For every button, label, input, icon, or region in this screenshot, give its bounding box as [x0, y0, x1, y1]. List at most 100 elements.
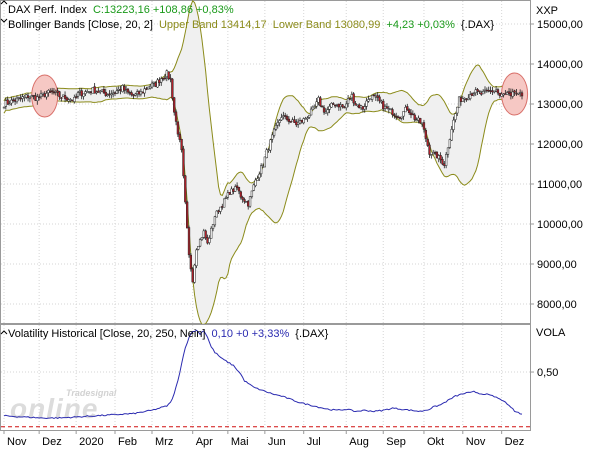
price-tick-label: 12000,00 [537, 139, 583, 151]
candle [169, 74, 172, 83]
candle [402, 111, 405, 120]
candle [63, 91, 67, 103]
legend-vola-values: 0,10 +0 +3,33% [212, 328, 290, 340]
candle [228, 192, 231, 195]
candle [400, 116, 403, 121]
candle [382, 98, 385, 112]
tradesignal-watermark: Tradesignal online [10, 388, 117, 424]
candle [167, 71, 170, 81]
candle [369, 98, 372, 101]
candle [50, 87, 54, 95]
candle [287, 116, 291, 125]
candle [256, 175, 259, 181]
time-tick-label: Okt [427, 436, 444, 448]
candle [241, 195, 244, 203]
candle [309, 106, 313, 116]
price-tick-label: 9000,00 [537, 259, 577, 271]
candle [219, 206, 222, 215]
price-tick-label: 10000,00 [537, 219, 583, 231]
candle [99, 90, 102, 95]
candle [191, 267, 194, 283]
candle [520, 90, 524, 100]
candle [513, 89, 516, 97]
candle [93, 82, 96, 94]
candle [352, 92, 355, 107]
candle [385, 103, 389, 109]
candle [123, 83, 126, 94]
candle [147, 86, 150, 90]
candle [452, 116, 455, 133]
candle [472, 91, 476, 97]
candle [38, 94, 41, 101]
candle [243, 197, 246, 204]
candle [208, 235, 211, 245]
candle [75, 93, 78, 99]
candle [493, 90, 496, 94]
candle [511, 88, 514, 99]
price-tick-label: 13000,00 [537, 99, 583, 111]
candle [156, 78, 159, 89]
candle [224, 195, 228, 200]
candle [313, 104, 316, 109]
candle [80, 88, 83, 100]
candle [184, 175, 187, 205]
candle [226, 189, 229, 200]
legend-dax-values: C:13223,16 +108,86 +0,83% [93, 4, 234, 16]
candle [445, 152, 448, 169]
candle [271, 132, 274, 143]
candle [265, 147, 268, 159]
time-tick-label: 2020 [79, 436, 103, 448]
candle [419, 117, 422, 124]
candle [354, 101, 357, 106]
candle [289, 121, 292, 123]
legend-dax-name: DAX Perf. Index [8, 4, 87, 16]
time-tick-label: Jul [307, 436, 321, 448]
candle [365, 97, 368, 110]
candle [26, 92, 30, 102]
candle [274, 122, 278, 131]
price-axis: 8000,00 9000,00 10000,00 11000,00 12000,00 13… [530, 19, 583, 311]
candle [378, 94, 381, 104]
candle [130, 90, 133, 97]
volatility-line [3, 329, 523, 420]
candle [478, 90, 481, 95]
candle [197, 246, 200, 251]
candle [482, 89, 485, 95]
candle [210, 226, 213, 239]
candle [187, 225, 191, 258]
candle [45, 90, 48, 100]
candle [457, 96, 461, 108]
price-candles [2, 69, 524, 284]
candle [326, 106, 329, 116]
candle [200, 237, 204, 241]
price-tick-label: 14000,00 [537, 59, 583, 71]
candle [250, 190, 254, 199]
candle [6, 96, 9, 105]
candle [106, 93, 109, 97]
volatility-tick-label: 0,50 [537, 367, 558, 379]
candle [306, 116, 309, 122]
time-tick-label: Sep [386, 436, 406, 448]
candle [393, 112, 396, 119]
candle [422, 119, 426, 133]
time-tick-label: Jun [268, 436, 286, 448]
volatility-panel[interactable]: Tradesignal online 0,50 VOLA Volatility … [0, 324, 567, 431]
candle [60, 97, 63, 102]
time-tick-label: Nov [466, 436, 486, 448]
price-tick-label: 11000,00 [537, 179, 582, 191]
candle [269, 138, 272, 153]
candle [424, 127, 427, 142]
price-tick-label: 8000,00 [537, 299, 577, 311]
candle [104, 88, 107, 97]
legend-corner-icon [0, 0, 8, 23]
candle [461, 95, 464, 102]
candle [302, 117, 305, 125]
candle [446, 147, 450, 158]
candle [235, 182, 239, 190]
candle [371, 95, 374, 102]
candle [260, 163, 263, 177]
chevron-up-icon [0, 0, 8, 5]
price-panel[interactable]: 8000,00 9000,00 10000,00 11000,00 12000,00 13… [0, 0, 583, 325]
candle [348, 98, 352, 101]
